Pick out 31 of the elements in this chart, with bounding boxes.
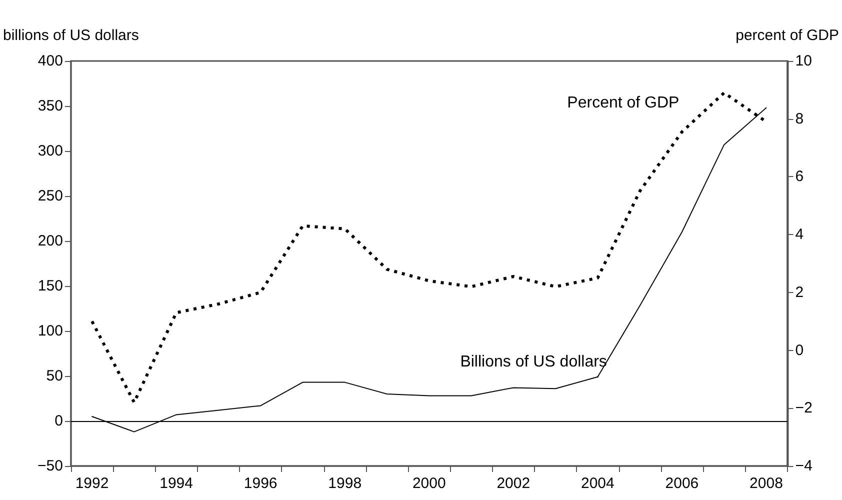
y2-tick-label: −2 [795, 400, 812, 417]
y-tick-label: 350 [38, 98, 63, 114]
y-tick-label: 400 [38, 52, 63, 70]
y-tick-label: 100 [38, 322, 63, 340]
x-tick-label: 1992 [75, 475, 109, 492]
y2-axis-title: percent of GDP [736, 27, 840, 44]
y-tick-label: 250 [38, 188, 63, 204]
y2-tick-label: 0 [795, 342, 804, 359]
x-tick-label: 1994 [160, 475, 193, 492]
series-label: Billions of US dollars [460, 354, 607, 371]
y2-tick-label: 10 [795, 52, 812, 70]
y-tick-label: 50 [46, 368, 63, 384]
y-tick-label: 200 [38, 232, 63, 250]
y-tick-label: 300 [38, 142, 63, 160]
x-tick-label: 2008 [750, 475, 783, 492]
x-tick-label: 1998 [328, 475, 362, 492]
x-tick-label: 2004 [580, 475, 614, 492]
x-tick-label: 2002 [496, 475, 530, 492]
x-tick-label: 2000 [412, 475, 446, 492]
y-tick-label: −50 [37, 458, 63, 474]
y-tick-label: 150 [38, 278, 63, 294]
y2-tick-label: 4 [795, 226, 804, 244]
y-tick-label: 0 [54, 412, 63, 430]
x-tick-label: 2006 [665, 475, 699, 492]
y2-tick-label: 8 [795, 110, 804, 128]
y2-tick-label: 2 [795, 284, 804, 301]
y2-tick-label: −4 [795, 458, 812, 474]
y-axis-title: billions of US dollars [2, 27, 139, 44]
x-tick-label: 1996 [244, 475, 278, 492]
series-label: Percent of GDP [567, 94, 680, 112]
y2-tick-label: 6 [795, 168, 804, 186]
